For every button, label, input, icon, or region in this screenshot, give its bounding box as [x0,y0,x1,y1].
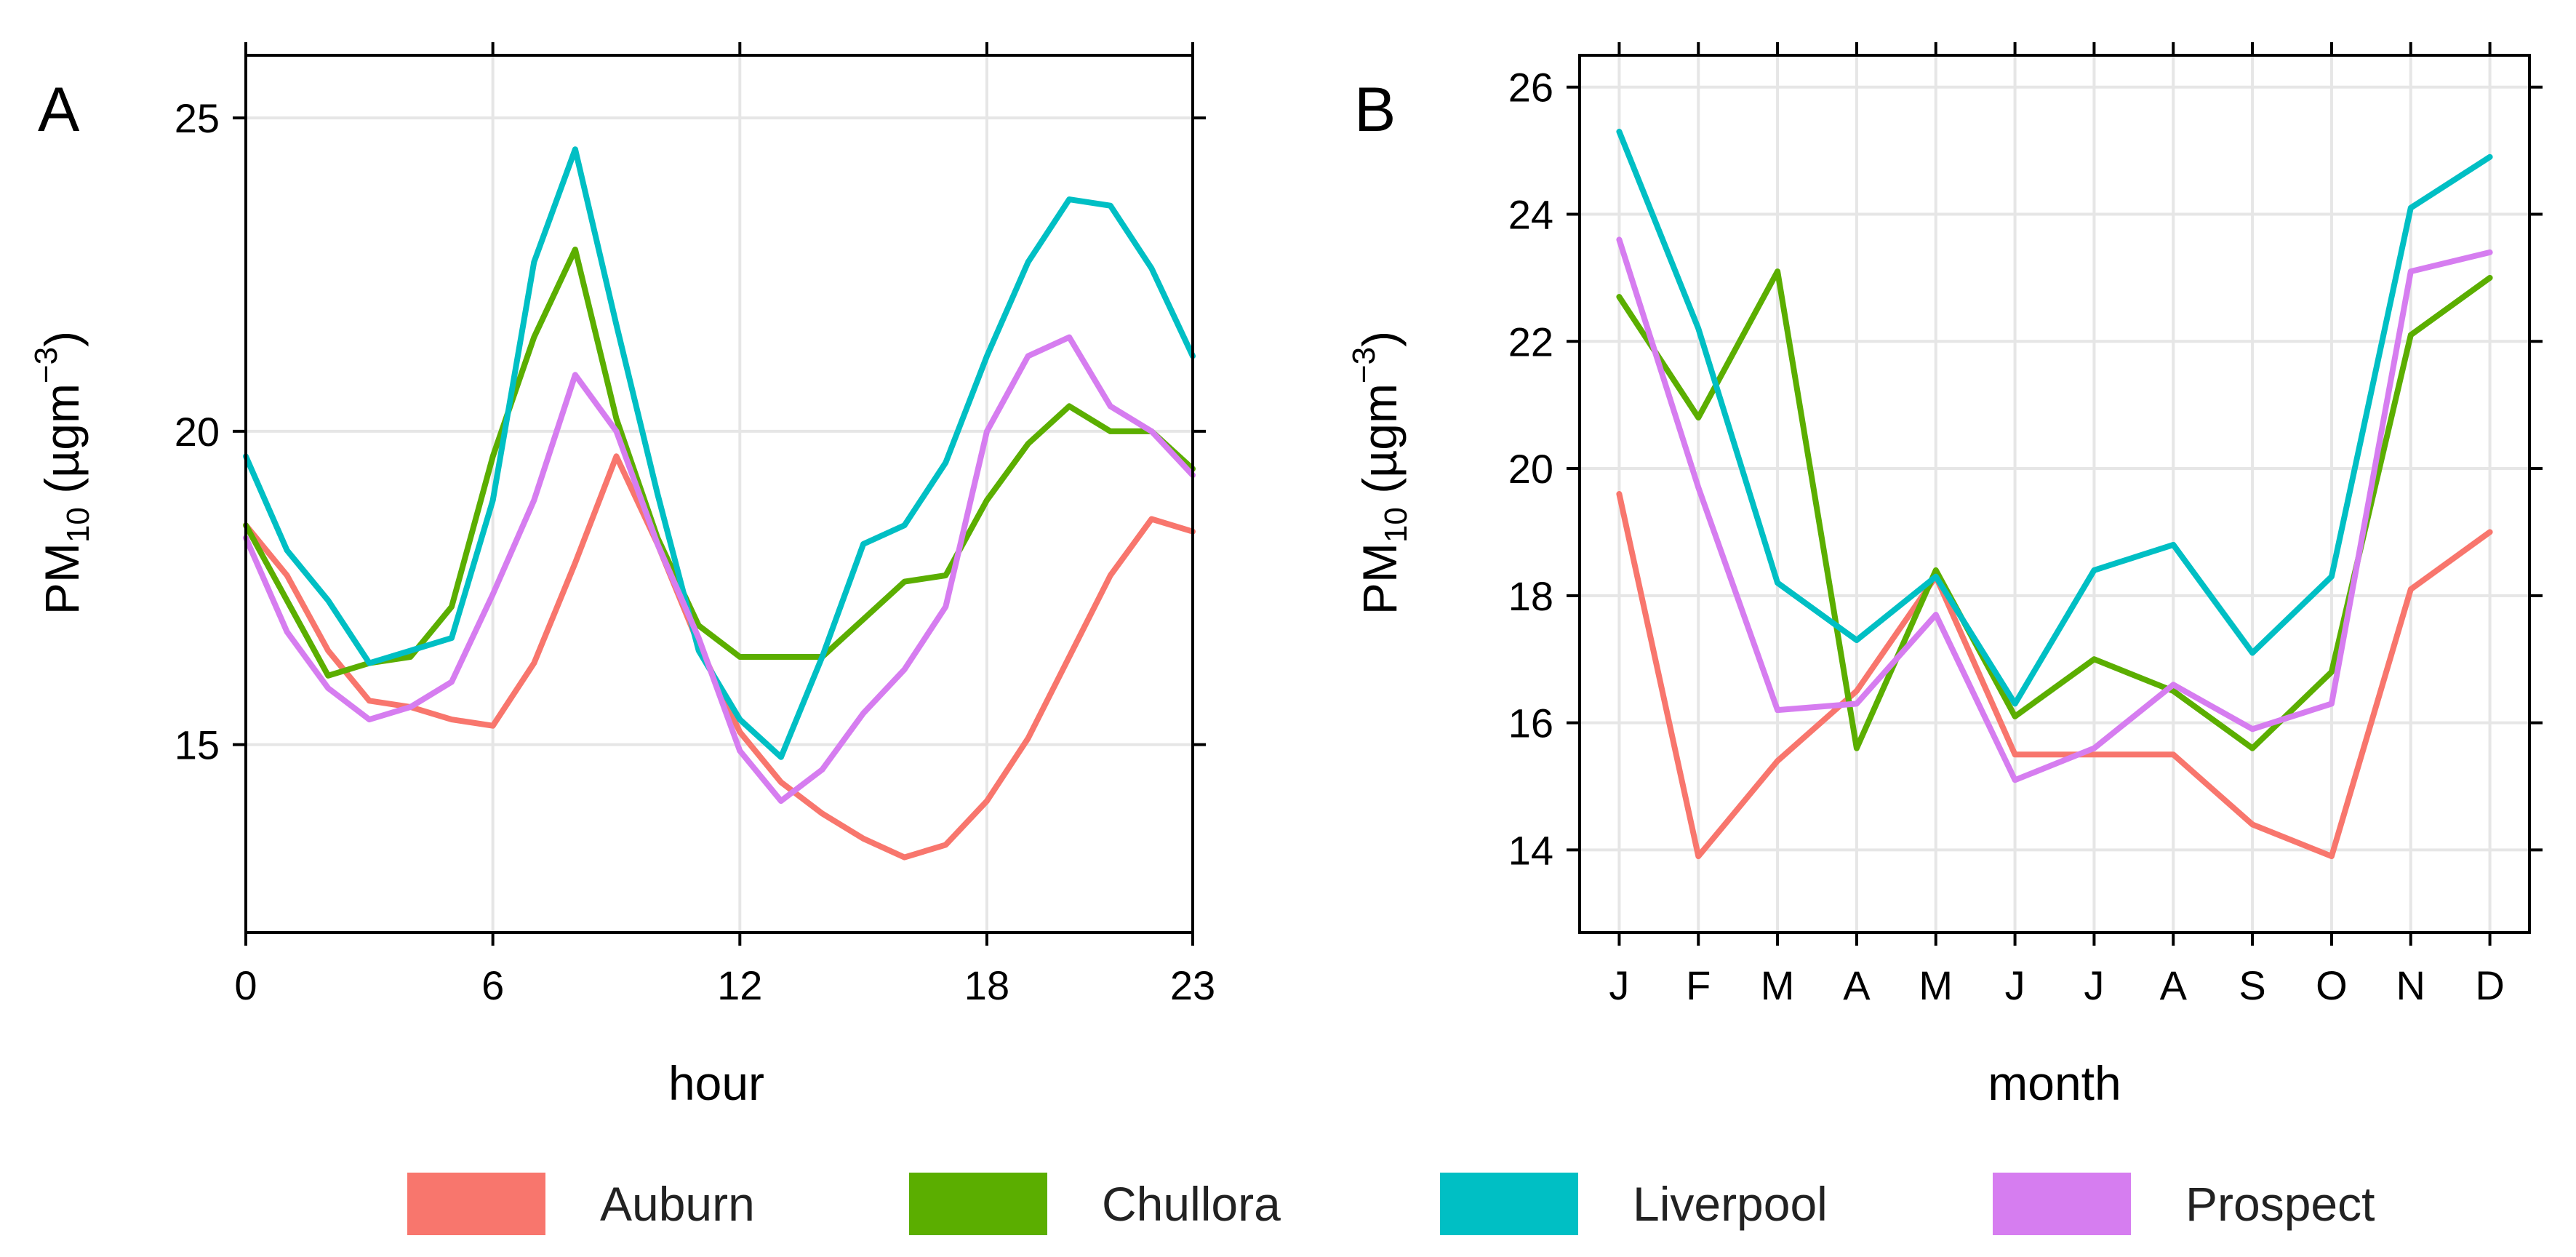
x-tick-label: A [2160,962,2188,1008]
x-tick-label: 12 [717,962,762,1008]
y-axis-label-a: PM10 (µgm−3) [28,331,96,615]
panel-b: J F M A M J J A S O N D 14 16 18 20 22 24 26 B month PM10 … [1346,42,2543,1110]
x-tick-label: 18 [964,962,1009,1008]
x-tick-label: 6 [481,962,504,1008]
y-axis-label-b: PM10 (µgm−3) [1346,331,1414,615]
x-tick-label: J [2005,962,2025,1008]
series-line-prospect [1616,236,2493,783]
x-tick-label: M [1919,962,1953,1008]
y-tick-label: 22 [1508,319,1553,364]
ylabel-main: PM [1353,543,1407,615]
x-tick-label: D [2475,962,2504,1008]
legend-swatch-prospect [1993,1173,2131,1235]
y-tick-label: 16 [1508,701,1553,746]
series-line-liverpool [1616,128,2493,707]
x-tick-label: S [2239,962,2265,1008]
x-axis-label-a: hour [668,1056,764,1110]
y-tick-label: 20 [1508,446,1553,492]
x-tick-label: 23 [1170,962,1215,1008]
y-tick-label: 15 [175,722,220,768]
legend-swatch-chullora [909,1173,1047,1235]
series-group-a [243,146,1196,861]
ylabel-sub: 10 [60,507,96,543]
ylabel-unit-open: (µgm [35,383,89,507]
ylabel-unit-close: ) [35,331,89,347]
panel-label-a: A [38,75,80,145]
legend-label-chullora: Chullora [1102,1177,1281,1231]
legend-swatch-liverpool [1440,1173,1578,1235]
legend: Auburn Chullora Liverpool Prospect [407,1173,2375,1235]
series-line-prospect [243,334,1196,805]
series-line-liverpool [243,146,1196,760]
y-tick-label: 14 [1508,827,1553,873]
x-tick-label: J [1609,962,1629,1008]
series-line-chullora [1616,268,2493,751]
ylabel-unit-sup: −3 [1346,347,1382,383]
x-tick-label: O [2316,962,2348,1008]
grid-a [244,55,1194,933]
ylabel-unit-close: ) [1353,331,1407,347]
legend-label-liverpool: Liverpool [1633,1177,1828,1231]
plot-frame-b [1578,54,2531,934]
x-tick-label: A [1843,962,1871,1008]
x-tick-label: F [1686,962,1711,1008]
legend-label-prospect: Prospect [2185,1177,2375,1231]
x-tick-label: J [2084,962,2104,1008]
plot-frame-a [244,54,1194,934]
y-tick-label: 20 [175,409,220,455]
x-tick-label: 0 [234,962,257,1008]
series-line-auburn [1616,491,2493,860]
ticks-b: J F M A M J J A S O N D 14 16 18 20 22 24 26 [1508,42,2543,1008]
panel-a: 0 6 12 18 23 15 20 25 A hour PM10 (µgm−3) [28,42,1215,1110]
y-tick-label: 26 [1508,65,1553,111]
ylabel-unit-sup: −3 [28,347,64,383]
legend-swatch-auburn [407,1173,545,1235]
y-tick-label: 18 [1508,573,1553,619]
x-tick-label: M [1761,962,1795,1008]
x-axis-label-b: month [1988,1056,2121,1110]
x-tick-label: N [2396,962,2425,1008]
legend-label-auburn: Auburn [600,1177,755,1231]
ylabel-sub: 10 [1378,507,1414,543]
ylabel-main: PM [35,543,89,615]
ylabel-unit-open: (µgm [1353,383,1407,507]
y-tick-label: 24 [1508,191,1553,237]
y-tick-label: 25 [175,95,220,141]
panel-label-b: B [1354,75,1396,145]
grid-b [1580,55,2529,933]
series-group-b [1616,128,2493,860]
series-line-chullora [243,247,1196,679]
ticks-a: 0 6 12 18 23 15 20 25 [175,42,1215,1008]
